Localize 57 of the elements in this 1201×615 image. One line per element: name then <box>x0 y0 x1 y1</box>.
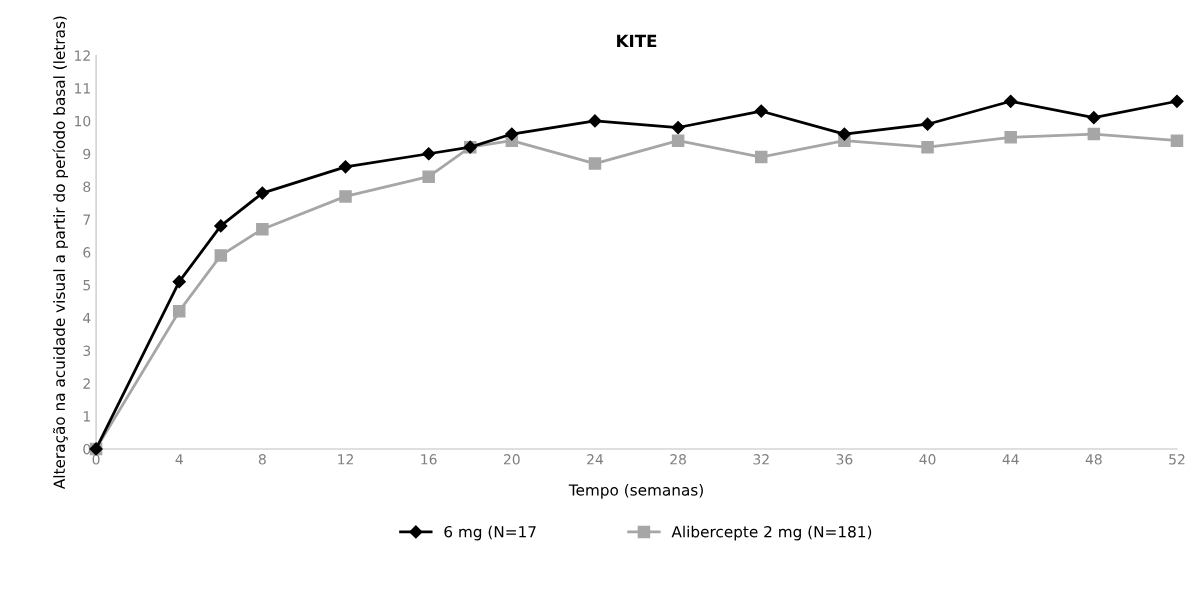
point <box>1087 127 1101 141</box>
point <box>172 304 186 318</box>
x-tick-label: 28 <box>670 454 686 465</box>
x-tick-label: 32 <box>753 454 769 465</box>
y-tick-label: 9 <box>83 148 91 160</box>
point <box>422 170 435 183</box>
legend-label: Alibercepte 2 mg (N=181) <box>671 525 872 541</box>
x-axis-title: Tempo (semanas) <box>568 483 703 499</box>
y-tick-label: 4 <box>83 312 91 324</box>
x-tick-label: 40 <box>919 454 936 465</box>
y-tick-label: 7 <box>83 214 91 225</box>
x-tick-label: 36 <box>836 454 853 465</box>
x-tick-label: 8 <box>258 454 266 465</box>
point <box>255 186 269 200</box>
point <box>505 127 519 141</box>
point <box>588 114 602 128</box>
point <box>920 117 935 131</box>
point <box>754 150 768 164</box>
x-tick-label: 44 <box>1002 454 1019 465</box>
point <box>1170 94 1184 108</box>
y-tick-label: 5 <box>83 280 91 291</box>
point <box>1170 134 1184 147</box>
point <box>339 190 352 203</box>
x-tick-label: 24 <box>587 454 604 465</box>
point <box>671 134 685 147</box>
point <box>1087 111 1101 125</box>
y-tick-label: 0 <box>83 443 91 455</box>
point <box>214 249 228 262</box>
y-tick-label: 8 <box>83 181 91 193</box>
point <box>256 222 269 236</box>
point <box>1004 131 1017 144</box>
point <box>754 104 768 118</box>
chart-title: KITE <box>617 34 657 48</box>
y-tick-label: 11 <box>75 83 90 94</box>
point <box>422 147 436 161</box>
point <box>837 127 851 141</box>
y-tick-label: 6 <box>83 247 91 258</box>
point <box>338 160 353 174</box>
x-tick-label: 52 <box>1169 454 1185 465</box>
point <box>1004 94 1018 108</box>
y-tick-label: 10 <box>75 115 91 127</box>
x-tick-label: 12 <box>338 454 353 465</box>
legend-label: 6 mg (N=17 <box>444 525 536 541</box>
x-tick-label: 16 <box>421 454 437 465</box>
x-tick-label: 20 <box>503 454 520 465</box>
x-tick-label: 4 <box>175 454 183 465</box>
x-tick-label: 48 <box>1085 454 1102 465</box>
point <box>671 120 685 135</box>
point <box>172 275 186 289</box>
y-tick-label: 3 <box>83 345 91 357</box>
y-tick-label: 12 <box>75 50 90 61</box>
point <box>214 219 228 233</box>
y-tick-label: 2 <box>83 378 90 389</box>
y-tick-label: 1 <box>83 411 90 422</box>
point <box>921 140 934 154</box>
point <box>588 157 602 170</box>
y-axis-title: Alteração na acuidade visual a partir do período basal (letras) <box>52 16 68 490</box>
